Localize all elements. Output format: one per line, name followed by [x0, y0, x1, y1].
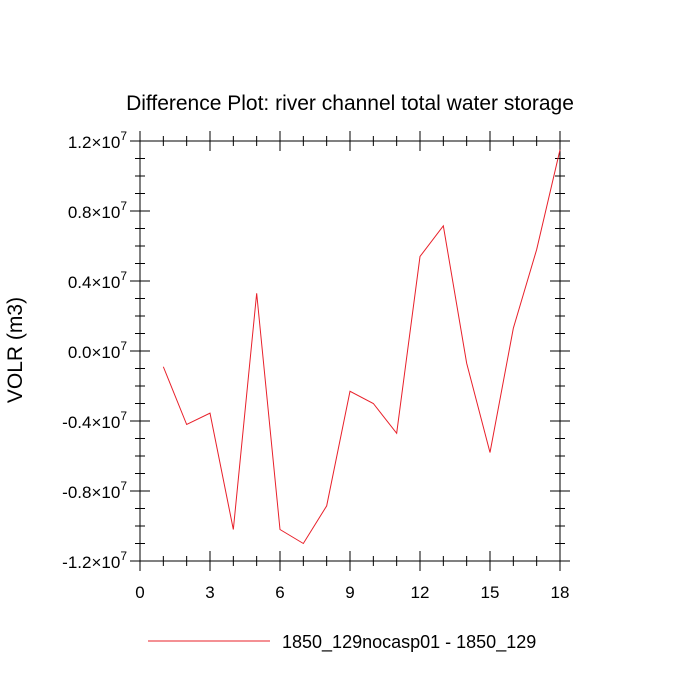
y-tick-label: -1.2×107 [62, 549, 127, 572]
x-tick-label: 12 [411, 583, 430, 602]
series-line [162, 149, 561, 545]
legend-label: 1850_129nocasp01 - 1850_129 [282, 632, 536, 653]
plot-frame [139, 140, 561, 562]
chart-title: Difference Plot: river channel total wat… [126, 92, 574, 115]
x-tick-label: 15 [481, 583, 500, 602]
axis-ticks [130, 131, 570, 571]
x-tick-label: 6 [275, 583, 284, 602]
x-tick-label: 3 [205, 583, 214, 602]
x-tick-label: 9 [345, 583, 354, 602]
y-tick-label: 0.4×107 [68, 269, 127, 292]
y-tick-labels: -1.2×107 -0.8×107 -0.4×107 0.0×107 0.4×107 0.… [62, 129, 127, 572]
series-layer [162, 149, 561, 545]
x-tick-label: 18 [551, 583, 570, 602]
y-tick-label: -0.8×107 [62, 479, 127, 502]
y-tick-label: 0.8×107 [68, 199, 127, 222]
y-tick-label: 1.2×107 [68, 129, 127, 152]
x-tick-labels: 0 3 6 9 12 15 18 [135, 583, 569, 602]
y-axis-label: VOLR (m3) [4, 297, 27, 403]
y-tick-label: 0.0×107 [68, 339, 127, 362]
x-tick-label: 0 [135, 583, 144, 602]
y-tick-label: -0.4×107 [62, 409, 127, 432]
